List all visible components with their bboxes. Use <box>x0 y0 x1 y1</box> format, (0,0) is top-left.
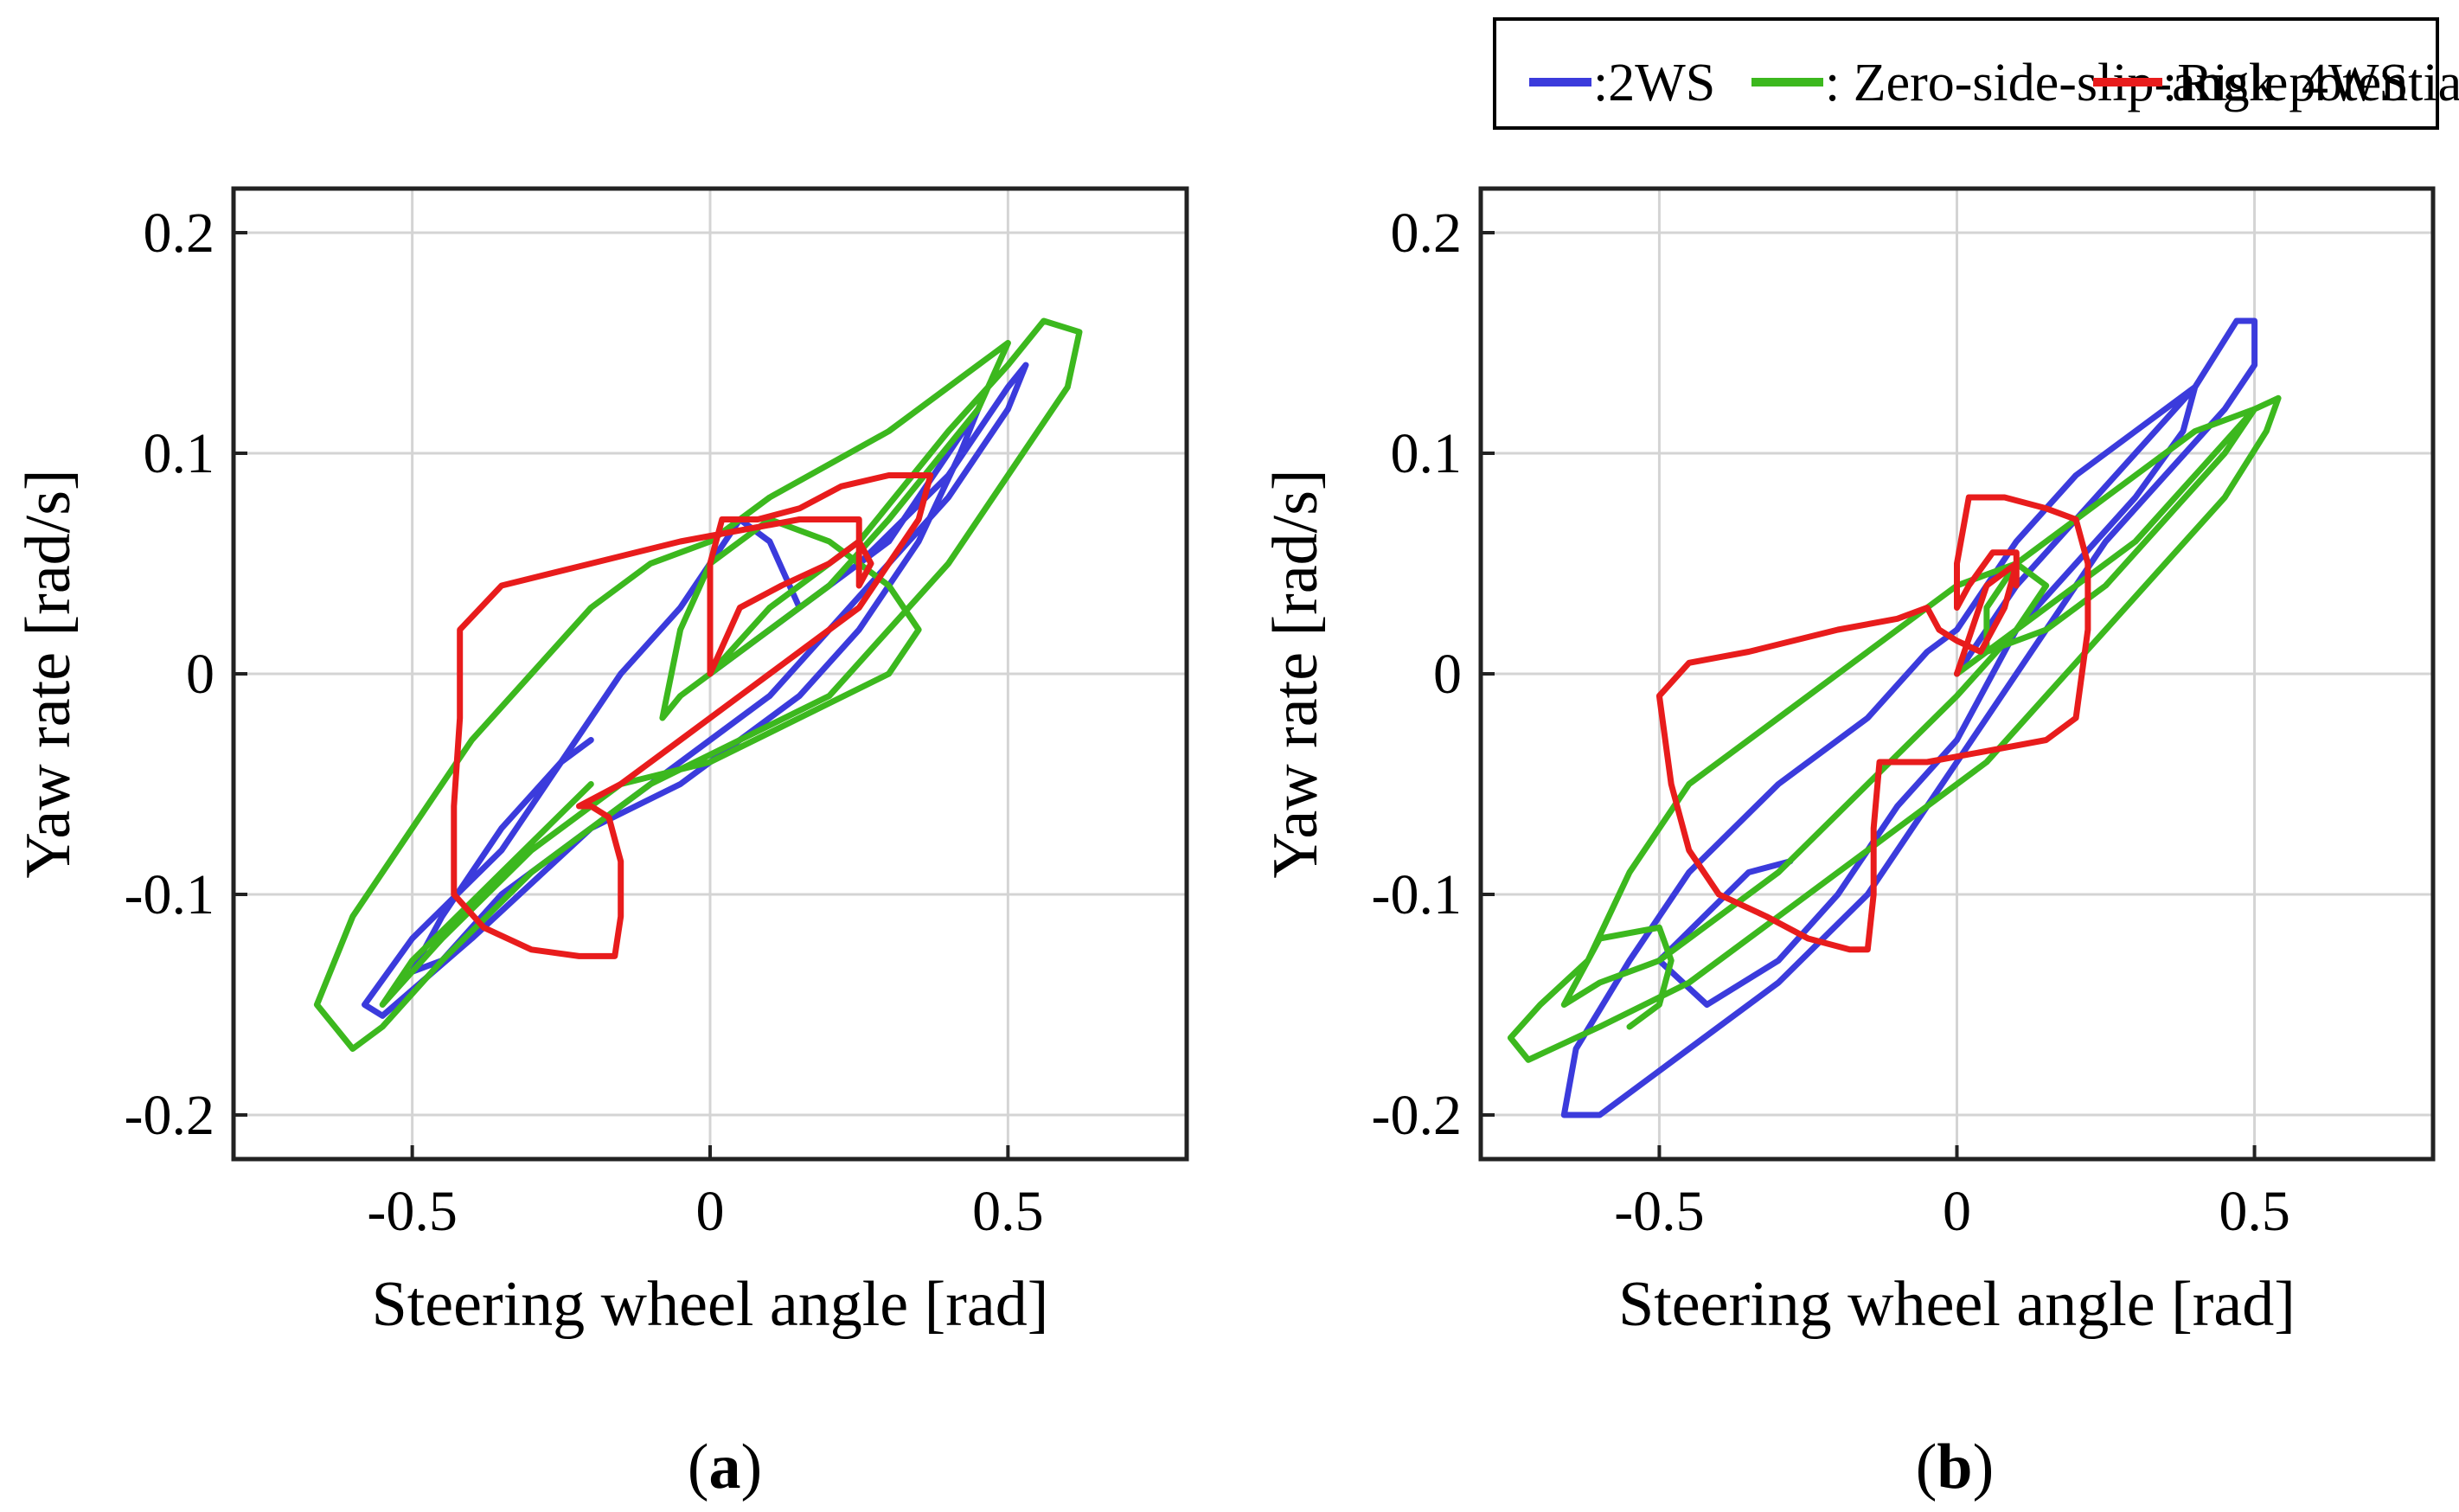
y-tick-label-0: -0.2 <box>1372 1084 1462 1147</box>
subfigure-b-open: ( <box>1916 1432 1937 1502</box>
subfigure-b-letter: b <box>1937 1432 1972 1502</box>
y-axis-label: Yaw rate [rad/s] <box>13 469 84 878</box>
x-tick-label-2: 0.5 <box>972 1180 1044 1243</box>
subfigure-b-close: ) <box>1973 1432 1995 1502</box>
series-line-2 <box>1655 494 2091 953</box>
subfigure-a-letter: a <box>709 1432 741 1502</box>
subfigure-a-open: ( <box>688 1432 709 1502</box>
y-tick-label-2: 0 <box>1433 643 1462 706</box>
x-tick-label-0: -0.5 <box>1614 1180 1704 1243</box>
legend-label-risk-field: :Risk potential field 4WS <box>2162 54 2459 112</box>
y-tick-label-3: 0.1 <box>1391 422 1463 485</box>
series-line-0 <box>1560 317 2258 1118</box>
legend-label-2ws: :2WS <box>1593 54 1715 112</box>
subfigure-label-a: (a) <box>688 1432 762 1502</box>
series-line-2 <box>451 472 934 959</box>
chart-panel-b: -0.5 0 0.5 -0.2 -0.1 0 0.1 0.2 Steering wheel an… <box>1260 186 2436 1340</box>
y-tick-label-4: 0.2 <box>144 202 215 265</box>
y-tick-label-1: -0.1 <box>125 863 215 926</box>
legend-frame <box>1493 17 2439 130</box>
y-tick-label-0: -0.2 <box>125 1084 215 1147</box>
x-tick-label-2: 0.5 <box>2219 1180 2290 1243</box>
y-tick-label-4: 0.2 <box>1391 202 1463 265</box>
x-axis-label: Steering wheel angle [rad] <box>372 1269 1049 1340</box>
x-tick-label-1: 0 <box>696 1180 725 1243</box>
y-tick-label-3: 0.1 <box>144 422 215 485</box>
x-axis-label: Steering wheel angle [rad] <box>1618 1269 2296 1340</box>
subfigure-label-b: (b) <box>1916 1432 1994 1502</box>
x-tick-label-0: -0.5 <box>367 1180 457 1243</box>
y-tick-label-2: 0 <box>186 643 215 706</box>
subfigure-a-close: ) <box>741 1432 763 1502</box>
chart-panel-a: -0.5 0 0.5 -0.2 -0.1 0 0.1 0.2 Steering wheel an… <box>13 186 1189 1340</box>
y-tick-label-1: -0.1 <box>1372 863 1462 926</box>
legend: :2WS : Zero-side-slip-angle 4WS :Risk po… <box>1493 17 2459 130</box>
x-tick-label-1: 0 <box>1943 1180 1971 1243</box>
y-axis-label: Yaw rate [rad/s] <box>1260 469 1331 878</box>
